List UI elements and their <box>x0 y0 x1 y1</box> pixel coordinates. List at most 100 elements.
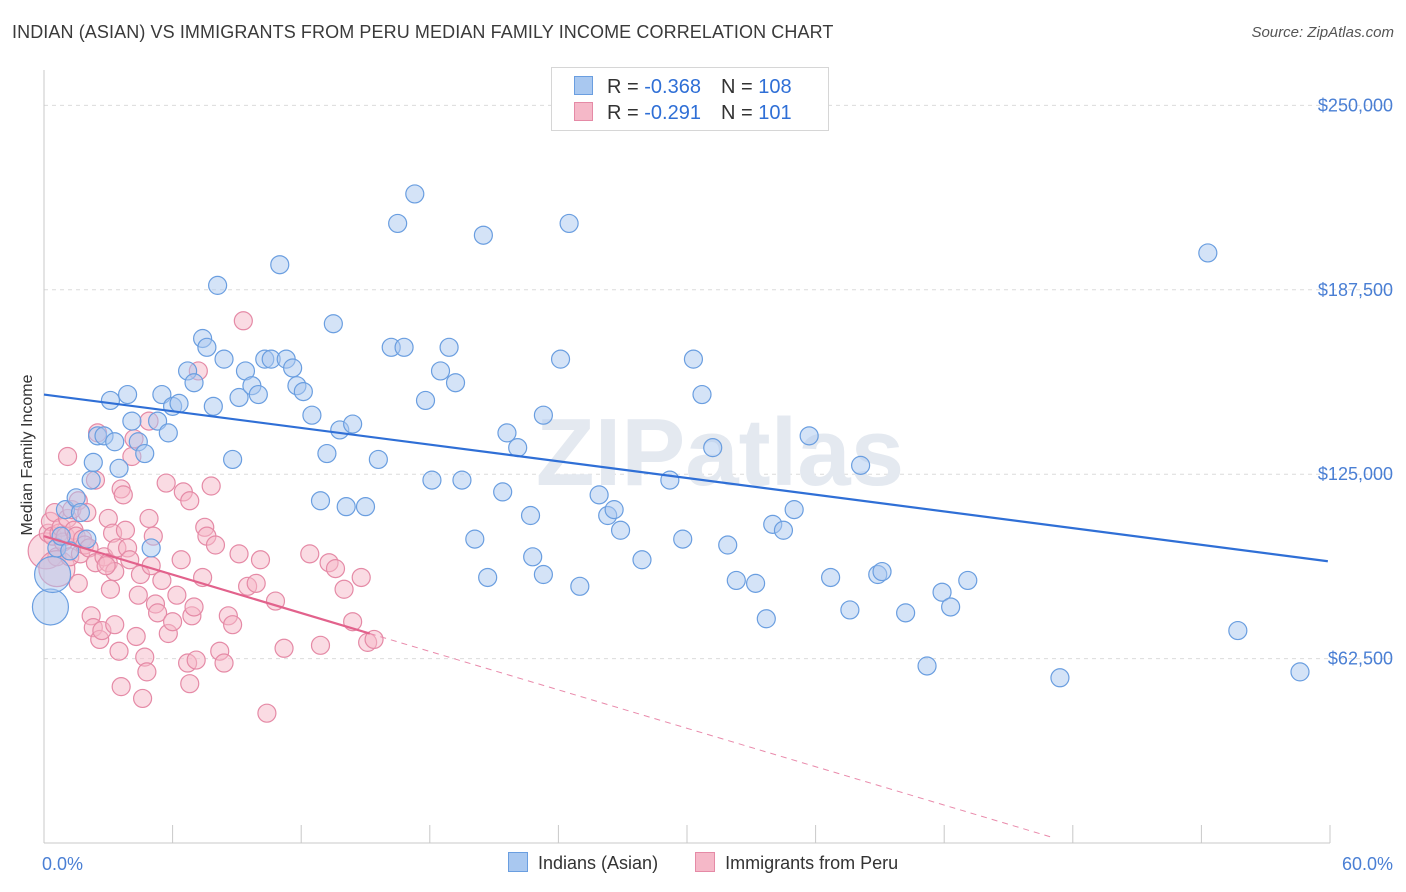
indian-point-25 <box>169 393 189 413</box>
indian-point-51 <box>343 414 363 434</box>
peru-point-46 <box>126 626 146 647</box>
chart-title: INDIAN (ASIAN) VS IMMIGRANTS FROM PERU M… <box>12 22 834 42</box>
peru-point-86 <box>274 638 294 658</box>
peru-point-65 <box>180 674 200 694</box>
indian-point-82 <box>660 470 680 490</box>
indian-point-104 <box>958 570 978 591</box>
axes <box>43 70 1331 844</box>
trend-line-peru <box>43 535 371 635</box>
trend-lines <box>43 393 1328 838</box>
indian-point-77 <box>589 485 609 505</box>
trend-line-indian <box>43 393 1328 563</box>
indian-point-96 <box>840 600 860 620</box>
indian-point-17 <box>122 411 142 431</box>
indian-point-90 <box>756 609 776 629</box>
indian-point-94 <box>799 426 819 446</box>
indian-point-20 <box>141 538 161 558</box>
peru-point-40 <box>113 485 133 505</box>
indian-point-5 <box>60 541 80 561</box>
peru-point-67 <box>184 597 204 617</box>
legend-n-label: N = <box>720 76 759 98</box>
indian-point-62 <box>445 373 466 393</box>
indian-point-60 <box>430 361 451 381</box>
peru-point-74 <box>205 535 226 555</box>
indian-point-71 <box>523 547 543 567</box>
indian-point-27 <box>184 373 204 393</box>
indian-point-103 <box>941 597 961 617</box>
legend-n-label: N = <box>720 102 759 124</box>
indian-point-47 <box>317 443 337 464</box>
indian-point-10 <box>83 452 103 473</box>
legend-swatch-indian <box>508 852 528 872</box>
indian-point-86 <box>703 438 723 458</box>
indian-point-107 <box>1228 620 1248 641</box>
indian-point-1 <box>33 555 72 594</box>
indian-point-50 <box>336 497 356 517</box>
x-tick-label-1: 60.0% <box>1342 854 1393 874</box>
indian-point-73 <box>533 564 553 585</box>
indian-point-53 <box>368 449 388 470</box>
indian-point-30 <box>203 396 223 416</box>
source-label: Source: ZipAtlas.com <box>1251 24 1394 41</box>
peru-point-88 <box>310 635 331 655</box>
peru-point-76 <box>214 653 234 673</box>
peru-point-90 <box>325 559 346 579</box>
peru-point-97 <box>180 491 200 511</box>
series-indian-points <box>31 184 1310 688</box>
peru-point-12 <box>57 446 78 467</box>
legend-swatch-peru <box>695 852 716 872</box>
y-tick-labels: $62,500 $125,000 $187,500 $250,000 <box>1318 95 1393 668</box>
trend-line-peru-extension <box>369 633 1052 838</box>
indian-point-9 <box>81 470 101 490</box>
indian-point-102 <box>932 582 952 602</box>
peru-point-61 <box>167 585 187 605</box>
legend-r-label: R = <box>607 76 645 98</box>
indian-point-15 <box>109 458 129 478</box>
indian-point-61 <box>439 337 459 357</box>
indian-point-7 <box>70 502 91 523</box>
peru-point-93 <box>351 567 371 588</box>
legend-r-label: R = <box>607 102 645 124</box>
indian-point-58 <box>415 390 436 411</box>
x-tick-label-0: 0.0% <box>42 854 83 874</box>
peru-point-84 <box>257 703 277 723</box>
peru-point-52 <box>139 508 159 529</box>
indian-point-80 <box>610 520 631 540</box>
legend-swatch-peru <box>574 102 593 121</box>
indian-point-63 <box>452 470 472 490</box>
indian-point-65 <box>473 225 493 245</box>
legend-r-value: -0.368 <box>644 76 701 98</box>
legend-item-indian: Indians (Asian) <box>508 852 658 874</box>
indian-point-40 <box>270 255 290 275</box>
indian-point-84 <box>683 349 704 369</box>
legend-row-indian: R = -0.368 N = 108 <box>574 76 792 100</box>
indian-point-46 <box>310 491 331 511</box>
legend-r-value: -0.291 <box>644 102 701 124</box>
peru-point-60 <box>163 612 183 632</box>
x-tick-labels: 0.0% 60.0% <box>42 854 1393 874</box>
indian-point-14 <box>105 432 125 452</box>
peru-point-99 <box>68 573 88 593</box>
legend-label-indian: Indians (Asian) <box>538 853 659 873</box>
indian-point-42 <box>283 358 303 378</box>
y-tick-label-1: $125,000 <box>1318 464 1393 484</box>
indian-point-100 <box>896 603 916 623</box>
peru-point-82 <box>246 573 266 593</box>
indian-point-76 <box>570 576 590 596</box>
indian-point-106 <box>1198 243 1218 263</box>
indian-point-89 <box>745 573 766 593</box>
indian-point-8 <box>77 529 97 549</box>
peru-point-83 <box>250 550 271 570</box>
indian-point-75 <box>559 213 579 234</box>
peru-point-49 <box>132 688 153 709</box>
indian-point-48 <box>323 314 343 334</box>
indian-point-31 <box>208 275 228 295</box>
correlation-legend: R = -0.368 N = 108 R = -0.291 N = 101 <box>551 67 829 131</box>
indian-point-16 <box>117 384 138 405</box>
indian-point-93 <box>784 500 804 520</box>
peru-point-37 <box>109 641 129 661</box>
indian-point-97 <box>851 455 871 475</box>
indian-point-87 <box>718 535 738 555</box>
peru-point-80 <box>233 311 253 331</box>
